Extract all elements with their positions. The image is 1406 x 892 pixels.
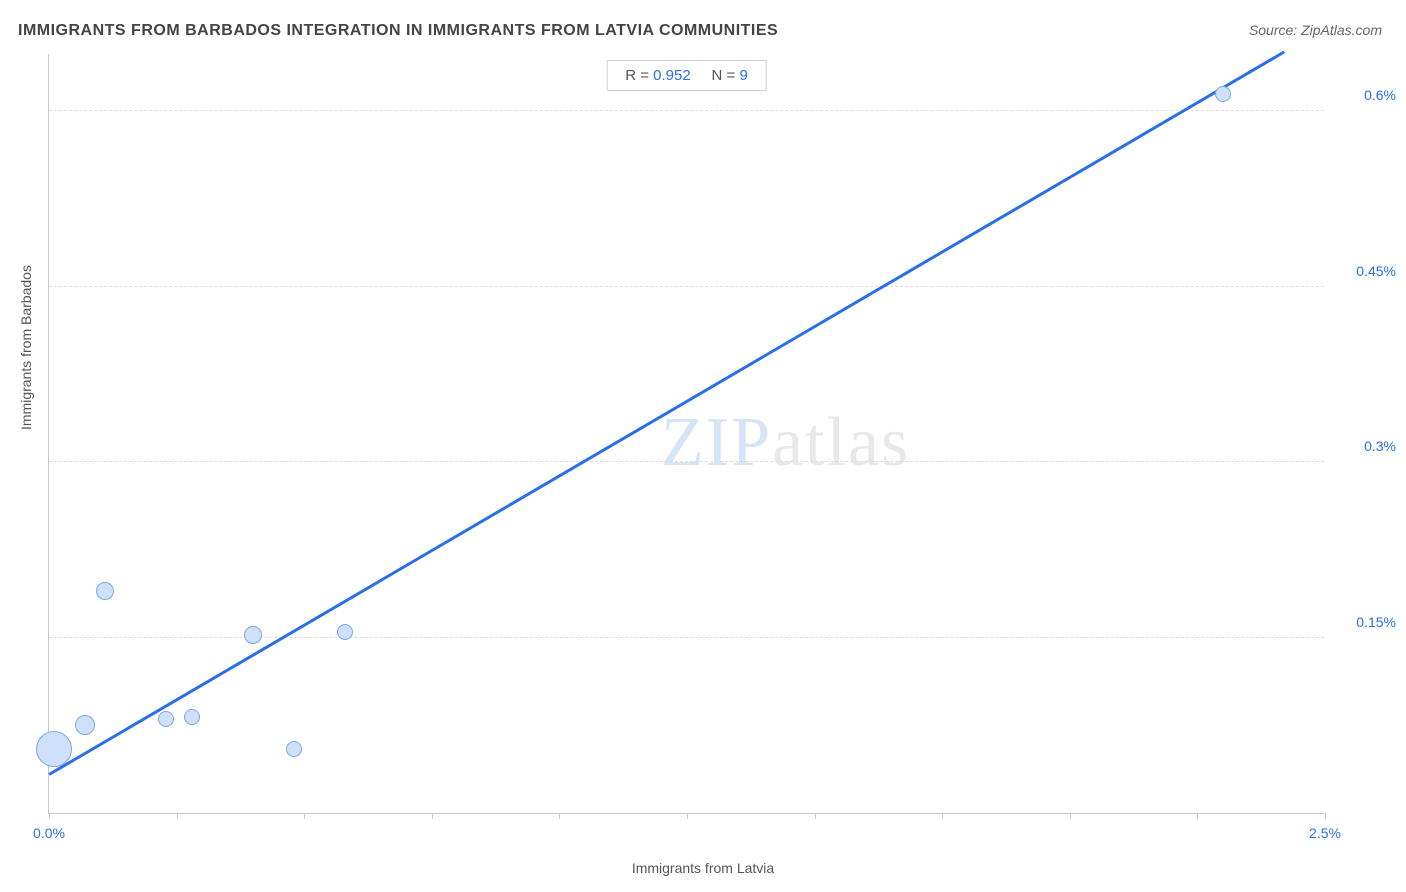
y-tick-label: 0.6% <box>1332 87 1396 103</box>
r-label: R = <box>625 67 649 84</box>
x-tick-mark <box>1070 813 1071 819</box>
n-label: N = <box>712 67 736 84</box>
x-tick-mark <box>942 813 943 819</box>
data-point <box>286 741 302 757</box>
r-value: 0.952 <box>653 67 691 84</box>
watermark-zip: ZIP <box>661 404 772 481</box>
x-tick-mark <box>1325 813 1326 819</box>
y-tick-label: 0.3% <box>1332 438 1396 454</box>
y-tick-label: 0.15% <box>1332 614 1396 630</box>
gridline <box>49 286 1324 287</box>
scatter-chart: ZIPatlas R = 0.952 N = 9 0.15%0.3%0.45%0… <box>48 54 1324 814</box>
gridline <box>49 637 1324 638</box>
x-tick-label: 2.5% <box>1309 825 1341 841</box>
source-attribution: Source: ZipAtlas.com <box>1249 22 1382 38</box>
n-value: 9 <box>739 67 747 84</box>
gridline <box>49 461 1324 462</box>
data-point <box>75 715 95 735</box>
gridline <box>49 110 1324 111</box>
x-tick-mark <box>559 813 560 819</box>
x-tick-mark <box>432 813 433 819</box>
x-tick-mark <box>687 813 688 819</box>
watermark-atlas: atlas <box>772 404 910 481</box>
data-point <box>36 731 72 767</box>
trend-line <box>48 51 1284 776</box>
x-tick-mark <box>177 813 178 819</box>
y-tick-label: 0.45% <box>1332 263 1396 279</box>
data-point <box>244 626 262 644</box>
chart-title: IMMIGRANTS FROM BARBADOS INTEGRATION IN … <box>18 22 778 40</box>
watermark: ZIPatlas <box>661 403 910 483</box>
x-axis-label: Immigrants from Latvia <box>0 860 1406 876</box>
x-tick-mark <box>49 813 50 819</box>
data-point <box>158 711 174 727</box>
stats-box: R = 0.952 N = 9 <box>606 60 767 91</box>
data-point <box>184 709 200 725</box>
x-tick-mark <box>1197 813 1198 819</box>
data-point <box>1215 86 1231 102</box>
x-tick-mark <box>304 813 305 819</box>
x-tick-mark <box>815 813 816 819</box>
x-tick-label: 0.0% <box>33 825 65 841</box>
data-point <box>96 582 114 600</box>
data-point <box>337 624 353 640</box>
y-axis-label: Immigrants from Barbados <box>18 265 34 430</box>
